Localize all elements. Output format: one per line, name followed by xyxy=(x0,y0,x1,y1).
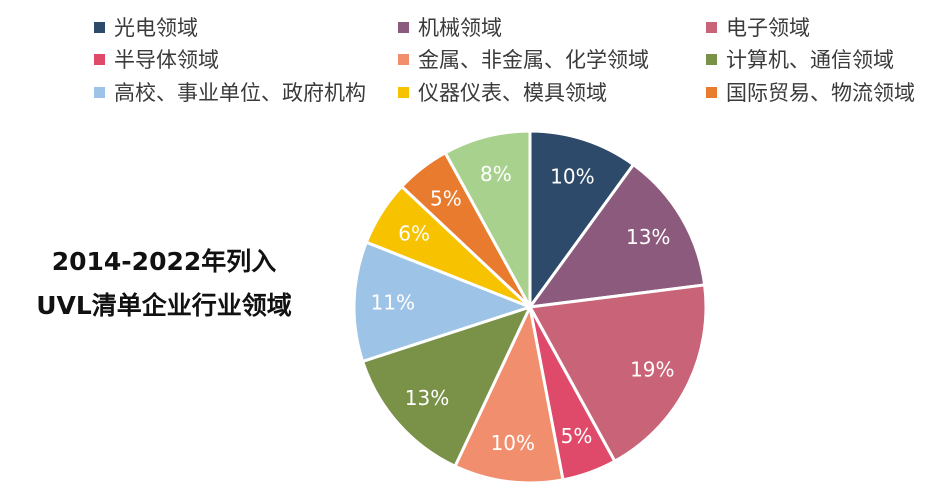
legend-swatch xyxy=(706,21,717,33)
slice-value-label: 19% xyxy=(630,357,674,381)
legend-swatch xyxy=(398,21,409,33)
legend-swatch xyxy=(398,86,409,98)
pie-slice xyxy=(527,283,708,464)
legend-swatch xyxy=(398,53,409,65)
legend-item: 国际贸易、物流领域 xyxy=(706,77,915,107)
legend-label: 仪器仪表、模具领域 xyxy=(418,81,607,105)
pie-slice xyxy=(443,129,532,308)
legend-item: 机械领域 xyxy=(398,12,502,42)
chart-legend: 光电领域 机械领域 电子领域半导体领域 金属、非金属、化学领域 计算机、通信领域高校、事… xyxy=(0,0,946,120)
legend-label: 高校、事业单位、政府机构 xyxy=(114,81,366,105)
legend-item: 计算机、通信领域 xyxy=(706,44,894,74)
legend-swatch xyxy=(94,21,105,33)
legend-item: 金属、非金属、化学领域 xyxy=(398,44,649,74)
chart-title-line-1: 2014-2022年列入 xyxy=(51,247,277,276)
legend-label: 金属、非金属、化学领域 xyxy=(418,48,649,72)
slice-value-label: 11% xyxy=(371,291,415,315)
slice-value-label: 6% xyxy=(398,221,430,245)
legend-swatch xyxy=(94,53,105,65)
pie-slice xyxy=(352,240,535,364)
legend-item: 半导体领域 xyxy=(94,44,219,74)
slice-value-label: 8% xyxy=(480,162,512,186)
slice-value-label: 5% xyxy=(430,187,462,211)
legend-label: 电子领域 xyxy=(726,16,810,40)
legend-item: 高校、事业单位、政府机构 xyxy=(94,77,366,107)
legend-label: 计算机、通信领域 xyxy=(726,48,894,72)
legend-label: 机械领域 xyxy=(418,16,502,40)
legend-swatch xyxy=(94,86,105,98)
pie-slice xyxy=(453,302,565,485)
legend-item: 仪器仪表、模具领域 xyxy=(398,77,607,107)
slice-value-label: 13% xyxy=(405,386,449,410)
slice-value-label: 10% xyxy=(550,164,594,188)
pie-slice xyxy=(526,162,707,309)
legend-label: 光电领域 xyxy=(114,16,198,40)
legend-item: 光电领域 xyxy=(94,12,198,42)
legend-label: 国际贸易、物流领域 xyxy=(726,81,915,105)
slice-value-label: 10% xyxy=(491,431,535,455)
legend-swatch xyxy=(706,86,717,98)
legend-item: 电子领域 xyxy=(706,12,810,42)
pie-slice xyxy=(360,304,533,469)
legend-label: 半导体领域 xyxy=(114,48,219,72)
slice-value-label: 5% xyxy=(561,424,593,448)
slice-value-label: 13% xyxy=(626,225,670,249)
chart-title-line-2: UVL清单企业行业领域 xyxy=(36,291,292,320)
chart-title: 2014-2022年列入 UVL清单企业行业领域 xyxy=(14,240,314,328)
pie-slice xyxy=(528,129,636,312)
legend-swatch xyxy=(706,53,717,65)
